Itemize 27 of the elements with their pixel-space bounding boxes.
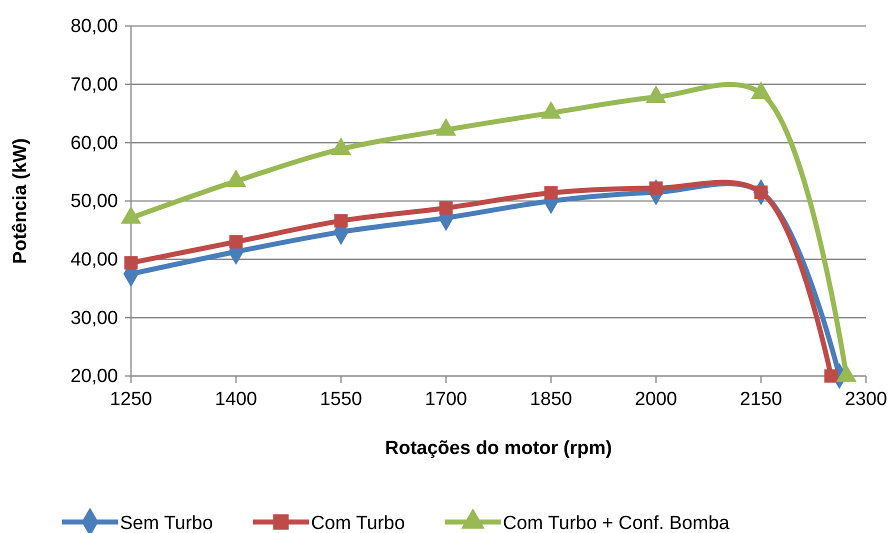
y-tick-label: 40,00 xyxy=(70,249,118,270)
y-tick-label: 60,00 xyxy=(70,132,118,154)
x-tick-label: 2000 xyxy=(634,389,678,410)
point xyxy=(649,181,663,195)
y-axis-title: Potência (kW) xyxy=(10,138,31,264)
y-tick-label: 70,00 xyxy=(70,74,118,96)
y-tick-label: 30,00 xyxy=(70,308,118,329)
y-tick-label: 50,00 xyxy=(70,191,118,212)
point xyxy=(229,235,243,249)
legend-label: Com Turbo xyxy=(310,513,405,533)
y-tick-label: 20,00 xyxy=(70,366,118,388)
x-tick-label: 1250 xyxy=(110,389,152,410)
point xyxy=(439,201,453,215)
legend-label: Sem Turbo xyxy=(120,513,213,533)
x-axis-title: Rotações do motor (rpm) xyxy=(385,438,612,459)
x-tick-label: 1850 xyxy=(530,389,572,410)
point xyxy=(334,214,348,228)
point xyxy=(124,256,138,270)
point xyxy=(824,369,838,383)
x-tick-label: 2150 xyxy=(740,389,782,410)
x-tick-label: 1700 xyxy=(424,389,468,410)
legend-label: Com Turbo + Conf. Bomba xyxy=(502,513,730,533)
x-tick-label: 1550 xyxy=(320,389,362,410)
x-tick-label: 1400 xyxy=(214,389,258,410)
y-tick-label: 80,00 xyxy=(70,16,118,38)
point xyxy=(544,186,558,200)
x-tick-label: 2300 xyxy=(844,389,888,410)
